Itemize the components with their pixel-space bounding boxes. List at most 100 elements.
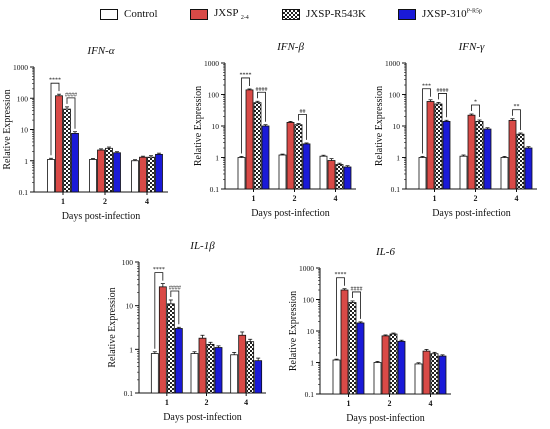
y-tick-label: 1 [215,154,219,163]
x-tick-label: 4 [515,194,519,203]
chart-panel-3: IFN-γ 0.1 1 10 100 1000 Relative Expression Day… [374,41,537,219]
bar [47,159,55,193]
x-tick-label: 4 [145,197,149,206]
bar [516,133,525,190]
significance-label: **** [335,272,347,278]
x-tick-label: 2 [474,194,478,203]
chart-title: IFN-β [276,41,304,53]
bar [131,160,139,193]
y-tick-label: 10 [21,126,29,135]
bar [253,102,262,190]
y-tick-label: 10 [212,122,220,131]
x-axis-label: Days post-infection [251,208,330,219]
bar [286,122,295,190]
bar [147,156,155,193]
bar [414,363,423,395]
y-tick-label: 1 [396,154,400,163]
significance-bracket [241,77,250,154]
bar [198,337,207,394]
y-tick-label: 100 [122,258,134,267]
chart-panel-4: IL-1β 0.1 1 10 100 Relative Expression Days po… [107,240,266,423]
y-tick-label: 100 [389,91,401,100]
bar [190,353,199,394]
legend-label-control: Control [124,8,158,20]
y-tick-label: 100 [208,91,220,100]
x-axis-label: Days post-infection [163,412,242,423]
bar [113,152,121,193]
y-tick-label: 1 [310,359,314,368]
chart-title: IL-6 [375,246,395,258]
bar [166,303,175,394]
legend-label-jxsp310: JXSP-310P-R5p [422,8,482,20]
legend-label-r543k: JXSP-R543K [306,8,366,20]
bar [63,108,71,193]
bar [397,340,406,395]
y-tick-label: 1 [24,157,28,166]
bar [418,157,427,190]
bar [71,133,79,193]
bar [245,89,254,190]
significance-bracket [66,97,76,129]
bar [254,360,263,394]
significance-label: **** [49,78,61,84]
bar [89,159,97,193]
significance-bracket [50,82,60,156]
bar [442,120,451,190]
chart-title: IFN-α [86,45,114,57]
significance-bracket [170,290,180,325]
x-tick-label: 1 [61,197,65,206]
y-tick-label: 10 [307,327,315,336]
x-tick-label: 1 [347,399,351,408]
bar [294,124,303,190]
bar [343,166,352,190]
bar [319,155,328,190]
significance-bracket [422,88,431,154]
y-tick-label: 100 [17,94,29,103]
legend-item-jxsp: JXSP 2-4 [190,6,249,22]
y-axis-label: Relative Expression [374,86,385,166]
bar [524,147,533,190]
bar [174,328,183,394]
chart-panel-2: IFN-β 0.1 1 10 100 1000 Relative Expression Day… [193,41,356,219]
legend-label-jxsp: JXSP 2-4 [214,6,249,22]
bar [459,155,468,190]
bar [230,354,239,394]
x-tick-label: 4 [334,194,338,203]
chart-panel-1: IFN-α 0.1 1 10 100 1000 Relative Expression Day… [2,45,168,222]
y-tick-label: 100 [303,296,315,305]
bar [483,128,492,190]
x-axis-label: Days post-infection [432,208,511,219]
bar [422,350,431,395]
significance-bracket [298,114,307,140]
y-tick-label: 1 [129,345,133,354]
bar [467,114,476,190]
bar [139,156,147,193]
bar [348,302,357,395]
x-axis-label: Days post-infection [346,413,425,424]
y-axis-label: Relative Expression [2,89,13,169]
y-axis-label: Relative Expression [107,287,118,367]
bar [55,95,63,193]
bar [426,101,435,190]
x-tick-label: 2 [293,194,297,203]
significance-bracket [438,93,447,118]
legend-swatch-jxsp310 [398,8,416,20]
bar [335,164,344,190]
chart-panel-5: IL-6 0.1 1 10 100 1000 Relative Expression Days… [288,246,451,424]
bar [214,347,223,394]
y-tick-label: 10 [126,302,134,311]
x-tick-label: 1 [433,194,437,203]
significance-bracket [352,291,361,319]
chart-title: IFN-γ [458,41,485,53]
bar [105,147,113,193]
bar [302,143,311,190]
bar [356,322,365,395]
bar [238,334,247,394]
bar [389,333,398,395]
significance-label: **** [240,72,252,78]
significance-label: #### [437,88,449,94]
significance-bracket [512,109,521,130]
x-tick-label: 4 [429,399,433,408]
legend-item-jxsp310: JXSP-310P-R5p [398,6,482,22]
